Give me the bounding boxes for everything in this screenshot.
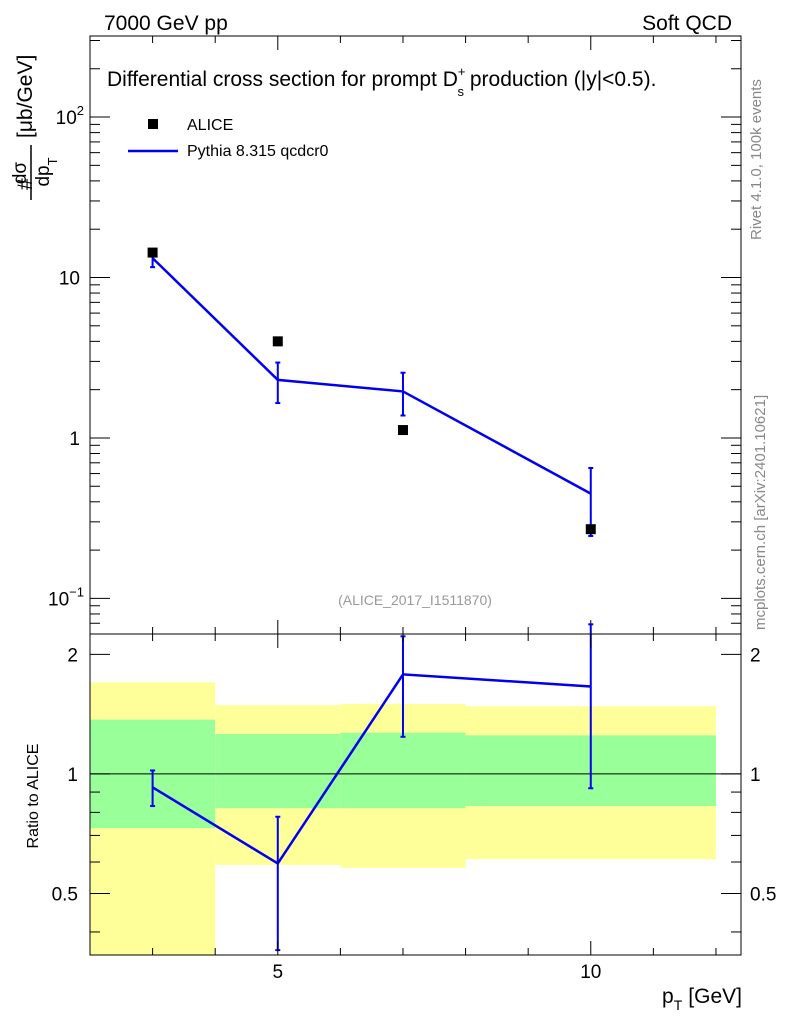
x-label-units: [GeV] xyxy=(688,985,742,1008)
y-label-den-sub: T xyxy=(45,157,60,165)
alice-data-point xyxy=(585,524,596,535)
legend: ALICE Pythia 8.315 qcdcr0 xyxy=(128,117,329,160)
analysis-watermark: (ALICE_2017_I1511870) xyxy=(338,592,492,608)
chart-title-suffix: production (|y|<0.5). xyxy=(464,68,656,91)
y-label-den-main: dp xyxy=(33,165,54,186)
chart-title-sub: s xyxy=(458,84,465,99)
ratio-y-tick-label: 0.5 xyxy=(52,884,78,905)
chart-title: Differential cross section for prompt D+… xyxy=(107,64,656,99)
process-label: Soft QCD xyxy=(642,12,732,35)
ratio-marks xyxy=(90,623,741,955)
ratio-y-tick-label: 1 xyxy=(67,765,78,786)
main-marks xyxy=(147,247,596,537)
legend-label-alice: ALICE xyxy=(187,117,233,134)
ratio-panel: 5 10 0.5 0.5 1 1 2 2 Ratio to ALICE xyxy=(25,623,776,983)
x-label-main: p xyxy=(662,985,674,1008)
x-label-sub: T xyxy=(674,997,683,1013)
main-y-tick-label: 10−1 xyxy=(48,584,84,610)
main-y-tick-label-base: 10 xyxy=(48,589,69,610)
alice-data-point xyxy=(397,425,408,436)
mcplots-label: mcplots.cern.ch [arXiv:2401.10621] xyxy=(752,395,769,630)
main-y-axis-label: # dσ dpT [μb/GeV] xyxy=(10,55,60,200)
legend-label-pythia: Pythia 8.315 qcdcr0 xyxy=(187,143,329,160)
main-y-tick-label-exp: −1 xyxy=(69,584,84,599)
ratio-y-tick-label: 2 xyxy=(67,645,78,666)
ratio-y-label: Ratio to ALICE xyxy=(25,744,42,849)
x-tick-label: 5 xyxy=(272,962,283,983)
main-y-tick-label-base: 10 xyxy=(56,108,77,129)
y-label-units: [μb/GeV] xyxy=(14,55,37,138)
y-label-num: dσ xyxy=(10,162,31,185)
main-y-tick-label-exp: 2 xyxy=(77,103,84,118)
ratio-band-green xyxy=(215,734,341,809)
rivet-label: Rivet 4.1.0, 100k events xyxy=(748,79,765,240)
energy-label: 7000 GeV pp xyxy=(104,12,228,35)
pythia-line xyxy=(151,257,592,495)
alice-data-point xyxy=(147,247,158,258)
main-y-tick-label: 102 xyxy=(56,103,84,129)
ratio-axes: 5 10 0.5 0.5 1 1 2 2 xyxy=(52,634,776,983)
chart-title-sup: + xyxy=(458,64,466,79)
ratio-series-line xyxy=(151,673,591,866)
main-y-tick-label: 1 xyxy=(69,429,80,450)
ratio-frame xyxy=(89,633,742,956)
legend-marker-alice xyxy=(148,119,158,129)
ratio-band-green xyxy=(340,732,466,809)
x-axis-label: pT [GeV] xyxy=(662,985,742,1013)
x-tick-label: 10 xyxy=(580,962,601,983)
y-label-den: dpT xyxy=(33,157,60,186)
alice-data-point xyxy=(272,336,283,347)
ratio-y-tick-label-right: 1 xyxy=(750,765,761,786)
ratio-y-tick-label-right: 2 xyxy=(750,645,761,666)
chart-title-prefix: Differential cross section for prompt D xyxy=(107,68,458,91)
ratio-y-tick-label-right: 0.5 xyxy=(750,884,776,905)
main-y-tick-label: 10 xyxy=(59,269,80,290)
